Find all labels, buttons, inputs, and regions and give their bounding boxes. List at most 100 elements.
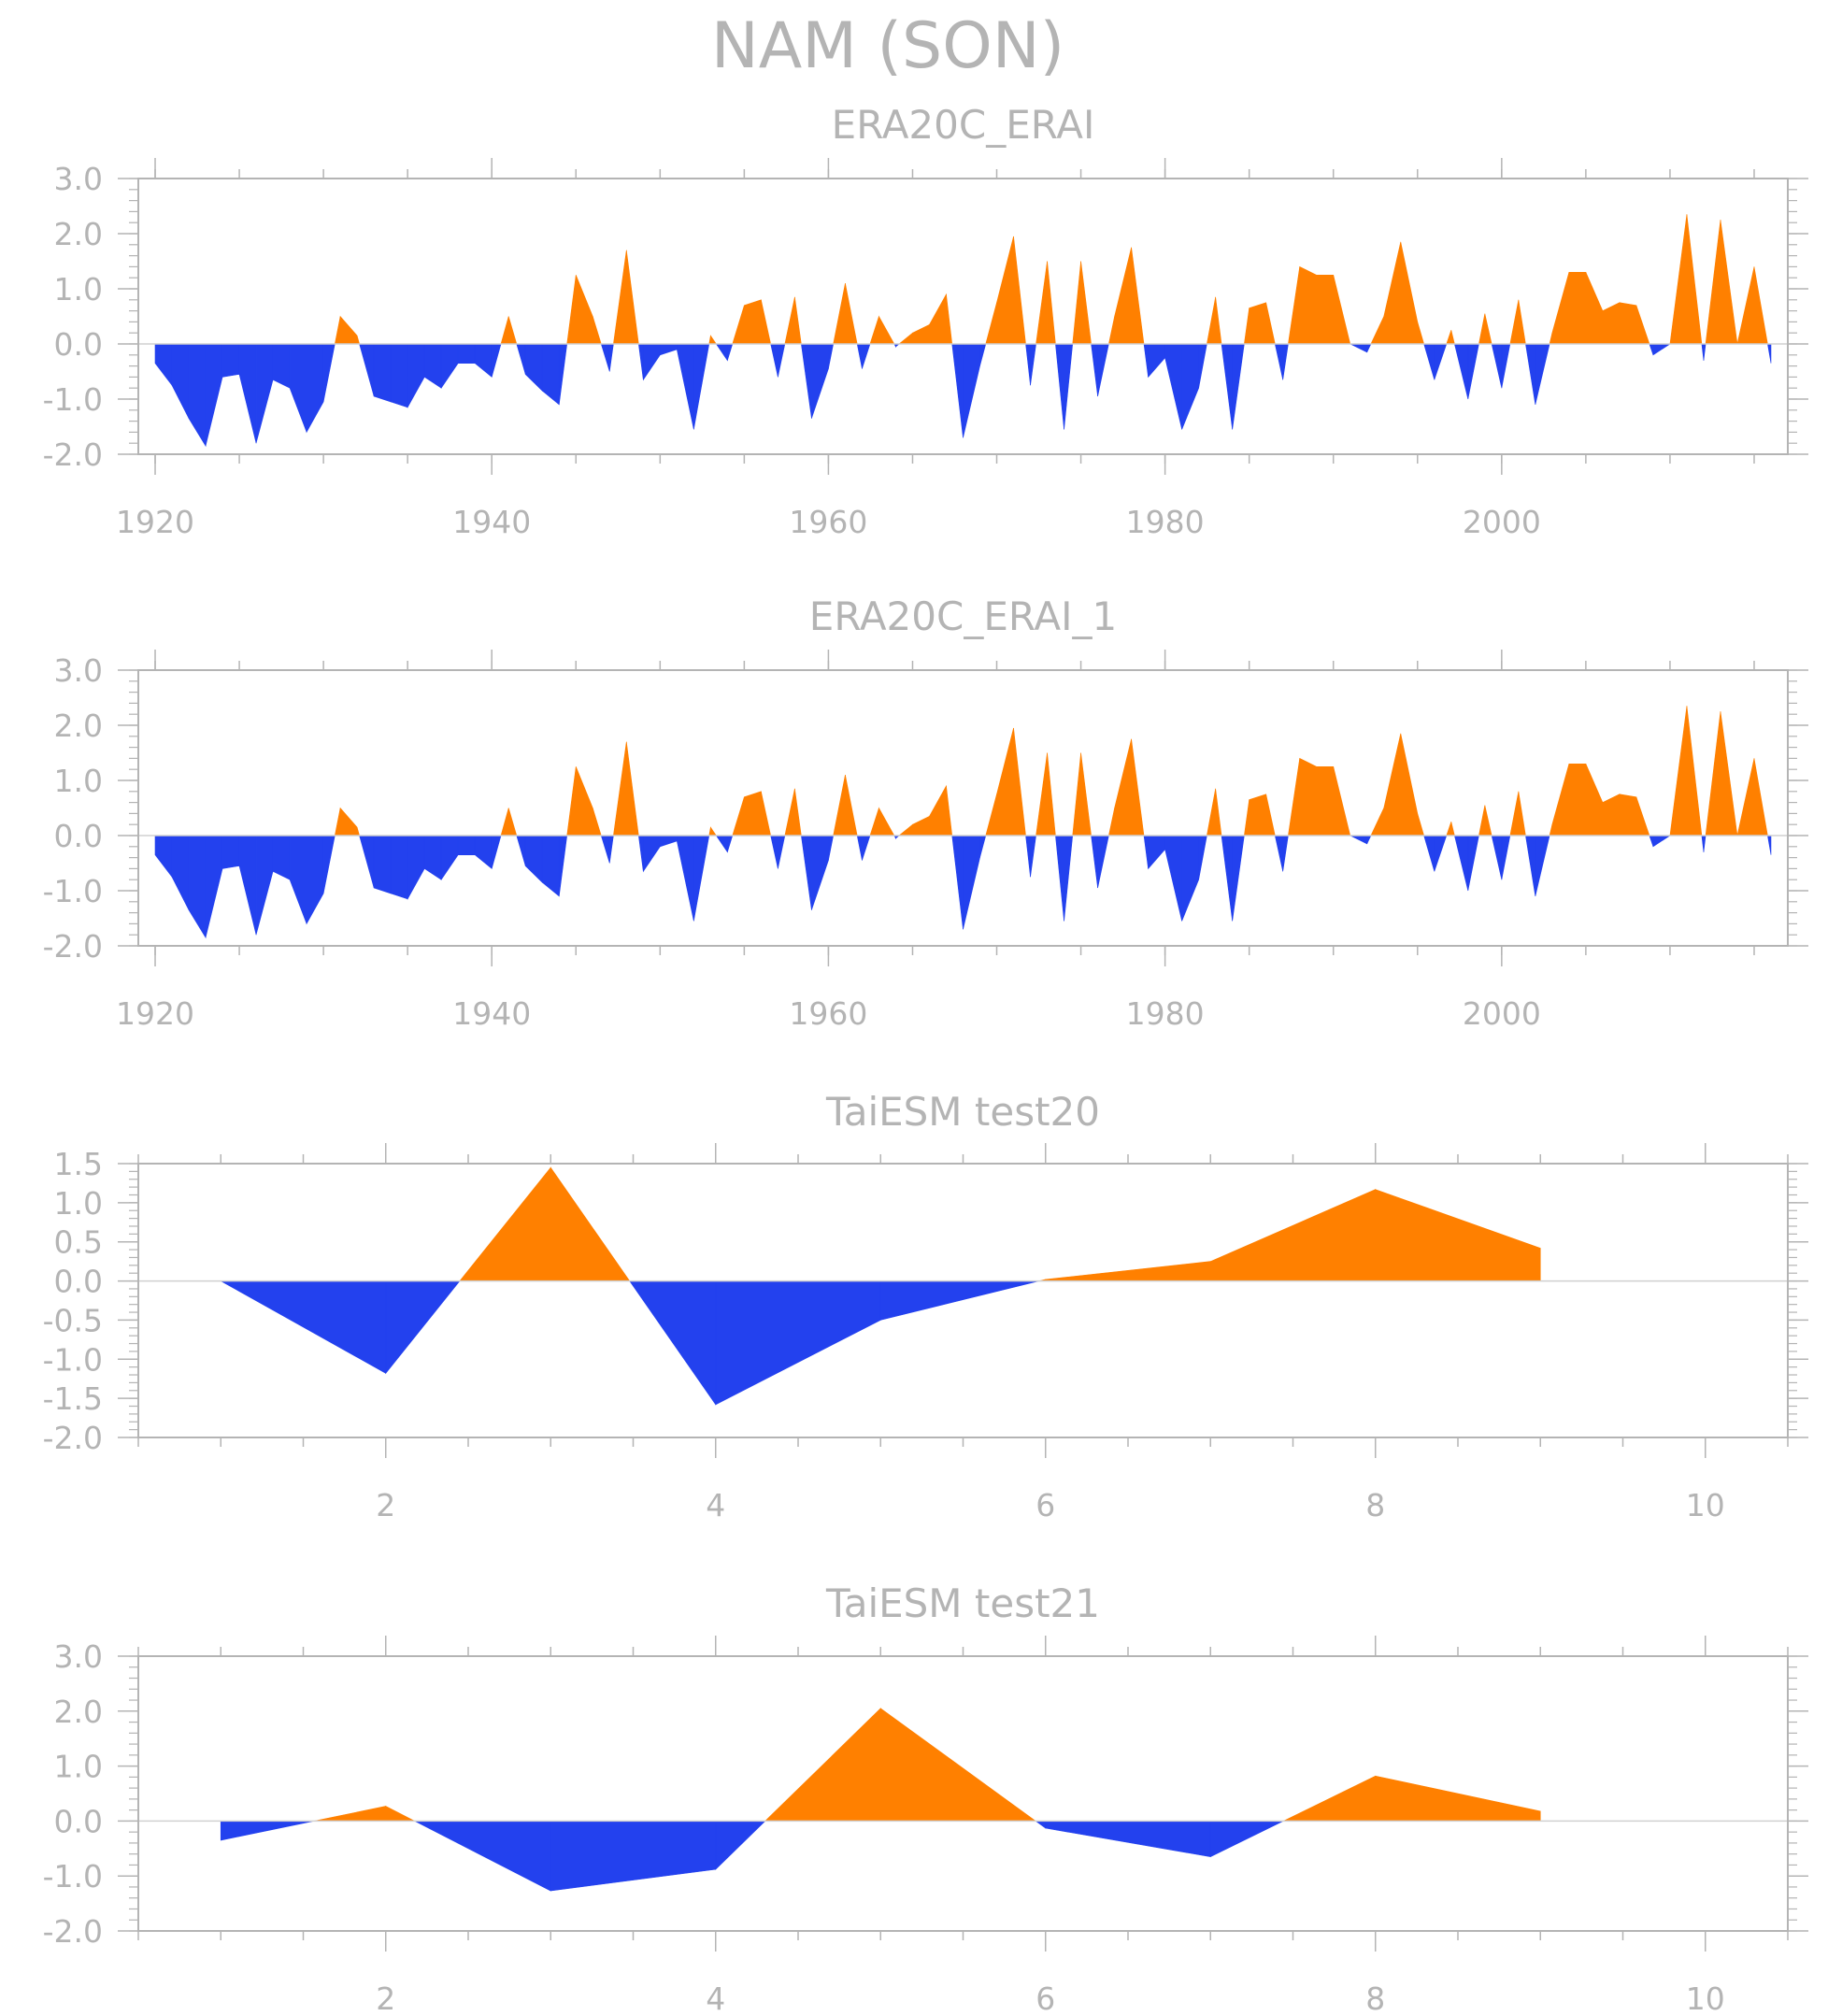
- area-segment-positive: [575, 275, 593, 345]
- area-segment-negative: [778, 835, 786, 869]
- area-segment-positive: [1753, 266, 1768, 345]
- area-segment-negative: [637, 343, 644, 380]
- area-segment-negative: [1064, 835, 1074, 922]
- area-segment-positive: [356, 827, 360, 836]
- chart-panel-4: TaiESM test21 2 4 6 8 10 -2.0 -1.0 0.0 1.0 2.0 3.0: [43, 1580, 1808, 2016]
- area-segment-positive: [946, 293, 953, 345]
- area-segment-positive: [833, 775, 846, 836]
- area-segment-negative: [550, 1821, 717, 1892]
- y-tick-label: 0.0: [54, 818, 103, 854]
- area-segment-negative: [1143, 343, 1149, 378]
- area-segment-negative: [1148, 835, 1165, 870]
- area-segment-negative: [1491, 343, 1503, 389]
- area-segment-positive: [613, 250, 627, 345]
- x-tick-label: 6: [1035, 1980, 1055, 2016]
- area-segment-negative: [951, 343, 964, 438]
- area-segment-negative: [1025, 343, 1031, 386]
- area-segment-positive: [761, 299, 772, 345]
- area-segment-positive: [929, 293, 947, 345]
- area-segment-negative: [1091, 343, 1098, 397]
- x-tick-label: 2: [376, 1487, 395, 1523]
- area-segment-positive: [1635, 796, 1650, 836]
- area-segment-positive: [1602, 794, 1621, 836]
- area-segment-negative: [407, 835, 425, 901]
- area-segment-negative: [255, 835, 274, 936]
- area-segment-positive: [1283, 1775, 1377, 1822]
- area-segment-positive: [575, 766, 593, 836]
- area-segment-negative: [1035, 1821, 1047, 1829]
- area-segment-negative: [1434, 343, 1448, 380]
- area-segment-negative: [322, 835, 336, 894]
- area-segment-negative: [1198, 835, 1207, 880]
- area-segment-negative: [474, 343, 493, 379]
- area-segment-positive: [764, 1708, 881, 1822]
- area-segment-negative: [1274, 343, 1283, 380]
- area-segment-negative: [1164, 835, 1182, 922]
- area-segment-negative: [951, 835, 964, 930]
- area-segment-negative: [643, 343, 661, 381]
- area-segment-negative: [516, 343, 526, 375]
- area-segment-negative: [1454, 835, 1469, 892]
- area-segment-negative: [221, 343, 240, 378]
- y-tick-label: 1.0: [54, 1749, 103, 1785]
- area-segment-negative: [1703, 343, 1707, 361]
- y-tick-label: 0.0: [54, 1803, 103, 1839]
- area-segment-negative: [715, 835, 728, 853]
- area-segment-negative: [414, 1821, 551, 1892]
- area-segment-positive: [1568, 272, 1587, 345]
- area-segment-positive: [1549, 333, 1553, 345]
- area-segment-negative: [238, 835, 257, 936]
- area-segment-negative: [1097, 835, 1109, 889]
- area-segment-negative: [715, 1280, 881, 1406]
- y-tick-label: -1.0: [43, 873, 103, 909]
- area-segment-negative: [1491, 835, 1503, 880]
- area-segment-negative: [220, 1821, 314, 1841]
- area-segment-negative: [1501, 835, 1511, 880]
- area-segment-negative: [770, 835, 778, 869]
- figure-title: NAM (SON): [711, 9, 1064, 83]
- y-tick-label: 1.5: [54, 1146, 103, 1182]
- area-segment-negative: [1525, 835, 1536, 896]
- area-segment-positive: [744, 791, 762, 836]
- area-segment-negative: [558, 343, 568, 405]
- area-segment-positive: [1333, 766, 1351, 836]
- area-segment-positive: [929, 784, 947, 836]
- area-segment-negative: [1350, 835, 1368, 845]
- area-segment-negative: [693, 343, 710, 430]
- area-segment-positive: [1047, 752, 1056, 836]
- area-segment-negative: [963, 343, 980, 438]
- area-segment-positive: [996, 727, 1014, 836]
- area-segment-positive: [507, 316, 518, 345]
- area-segment-negative: [1652, 343, 1671, 356]
- chart-panel-2: ERA20C_ERAI_1 1920 1940 1960 1980 2000 -2.0 -1.…: [43, 593, 1808, 1032]
- x-tick-label: 4: [706, 1487, 725, 1523]
- panel-title: ERA20C_ERAI: [832, 102, 1095, 148]
- area-segment-positive: [1072, 261, 1081, 345]
- area-segment-positive: [1549, 824, 1553, 836]
- area-segment-positive: [1035, 752, 1048, 836]
- area-segment-negative: [440, 343, 459, 390]
- area-segment-positive: [878, 807, 895, 836]
- y-tick-label: -1.5: [43, 1380, 103, 1417]
- area-segment-negative: [1767, 835, 1772, 855]
- area-segment-positive: [996, 236, 1014, 345]
- area-segment-positive: [1585, 272, 1604, 345]
- area-segment-negative: [1423, 835, 1435, 872]
- area-segment-negative: [1221, 343, 1233, 430]
- area-segment-positive: [898, 823, 913, 836]
- area-segment-positive: [1417, 322, 1425, 345]
- y-tick-label: 2.0: [54, 216, 103, 252]
- area-segment-positive: [1619, 302, 1637, 345]
- area-segment-positive: [1450, 330, 1455, 345]
- y-tick-label: 3.0: [54, 652, 103, 689]
- area-segment-positive: [1209, 1189, 1377, 1281]
- area-segment-negative: [608, 343, 614, 372]
- area-segment-positive: [1288, 266, 1300, 345]
- area-segment-negative: [1701, 835, 1705, 852]
- area-segment-negative: [457, 835, 476, 855]
- area-segment-negative: [1181, 343, 1199, 430]
- area-segment-negative: [385, 1280, 461, 1375]
- area-segment-negative: [373, 835, 392, 894]
- area-segment-negative: [171, 343, 190, 419]
- area-segment-negative: [457, 343, 476, 364]
